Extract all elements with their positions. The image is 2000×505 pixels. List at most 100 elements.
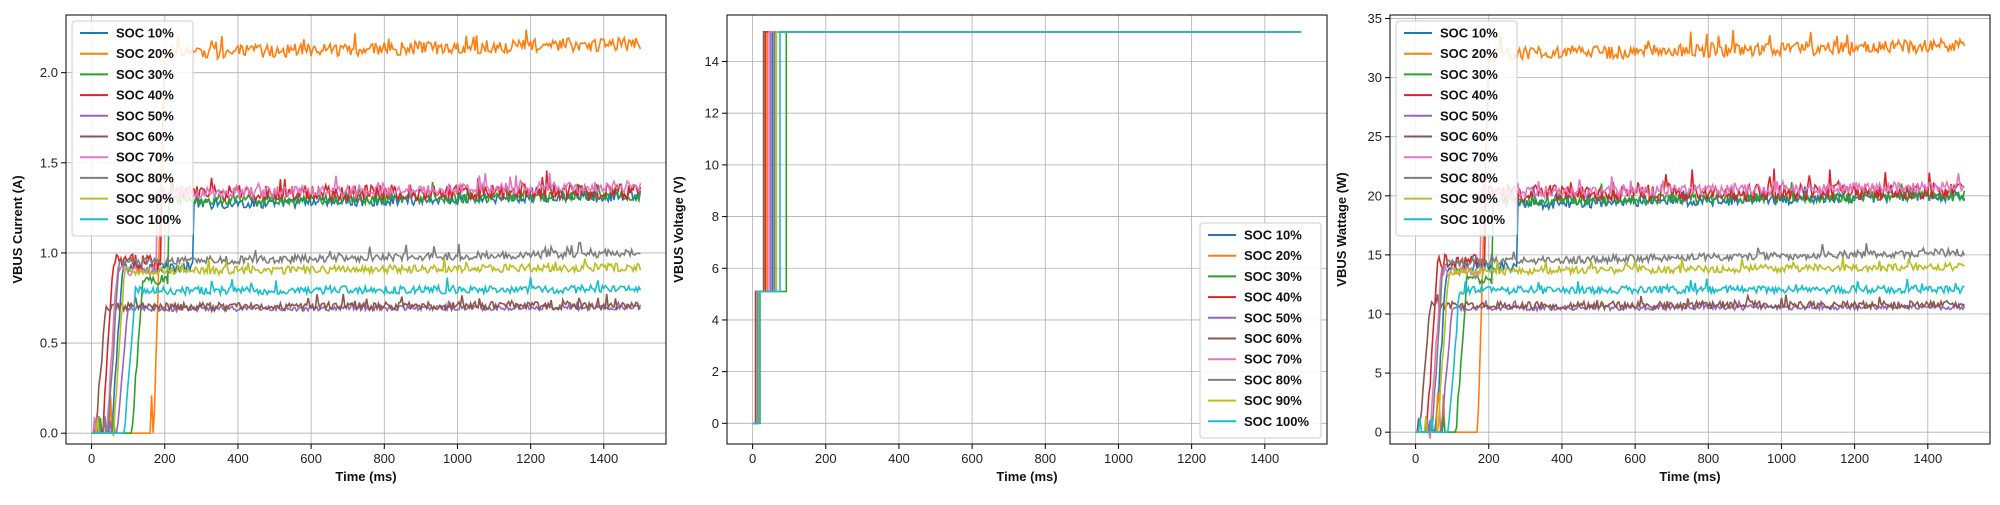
series-line-soc90 xyxy=(1415,257,1965,434)
legend-label: SOC 80% xyxy=(1440,170,1498,185)
y-tick-label: 35 xyxy=(1368,11,1382,26)
x-tick-label: 600 xyxy=(1624,451,1646,466)
legend-label: SOC 70% xyxy=(1440,150,1498,165)
y-tick-label: 10 xyxy=(705,157,719,172)
x-tick-label: 1400 xyxy=(1913,451,1942,466)
series-line-soc100 xyxy=(1415,278,1965,433)
x-tick-label: 400 xyxy=(888,451,910,466)
x-tick-label: 1400 xyxy=(589,451,618,466)
x-tick-label: 400 xyxy=(1551,451,1573,466)
y-tick-label: 1.5 xyxy=(40,155,58,170)
legend: SOC 10% SOC 20% SOC 30% SOC 40% SOC 50% SOC 6… xyxy=(1199,222,1322,439)
series-line-soc60 xyxy=(91,293,641,434)
y-tick-label: 30 xyxy=(1368,70,1382,85)
legend-label: SOC 60% xyxy=(116,129,174,144)
y-tick-label: 0 xyxy=(712,416,719,431)
x-tick-label: 1000 xyxy=(1767,451,1796,466)
x-tick-label: 600 xyxy=(961,451,983,466)
legend-label: SOC 20% xyxy=(1244,248,1302,263)
legend-label: SOC 10% xyxy=(1440,26,1498,41)
legend-label: SOC 30% xyxy=(116,67,174,82)
x-tick-label: 800 xyxy=(373,451,395,466)
x-tick-label: 0 xyxy=(88,451,95,466)
series-line-soc90 xyxy=(91,257,642,438)
y-tick-label: 2.0 xyxy=(40,65,58,80)
voltage-chart: 0 200 400 600 800 1000 1200 1400 0 2 4 6 8 10 12 14 Time… xyxy=(671,14,1328,484)
series-group xyxy=(752,31,1302,425)
x-tick-label: 0 xyxy=(749,451,756,466)
y-tick-label: 0.5 xyxy=(40,336,58,351)
series-line-soc100 xyxy=(91,277,642,434)
y-tick-label: 20 xyxy=(1368,188,1382,203)
y-tick-label: 25 xyxy=(1368,129,1382,144)
legend-label: SOC 100% xyxy=(1244,414,1309,429)
y-tick-label: 5 xyxy=(1375,366,1382,381)
y-tick-label: 10 xyxy=(1368,307,1382,322)
y-tick-label: 4 xyxy=(712,312,719,327)
series-line-soc100 xyxy=(752,31,1302,425)
legend-label: SOC 40% xyxy=(1244,290,1302,305)
legend-label: SOC 50% xyxy=(116,108,174,123)
legend-label: SOC 80% xyxy=(116,170,174,185)
y-tick-label: 14 xyxy=(705,54,719,69)
legend-label: SOC 80% xyxy=(1244,372,1302,387)
x-axis-label: Time (ms) xyxy=(335,469,396,484)
legend-label: SOC 40% xyxy=(1440,88,1498,103)
legend-label: SOC 10% xyxy=(116,26,174,41)
legend-label: SOC 50% xyxy=(1440,108,1498,123)
legend-label: SOC 70% xyxy=(1244,352,1302,367)
x-tick-label: 1000 xyxy=(443,451,472,466)
legend: SOC 10% SOC 20% SOC 30% SOC 40% SOC 50% SOC 6… xyxy=(1395,20,1518,237)
x-tick-label: 200 xyxy=(1478,451,1500,466)
legend-label: SOC 70% xyxy=(116,150,174,165)
legend-label: SOC 40% xyxy=(116,88,174,103)
legend-label: SOC 100% xyxy=(116,212,181,227)
legend-label: SOC 60% xyxy=(1440,129,1498,144)
legend-label: SOC 90% xyxy=(1244,393,1302,408)
legend-label: SOC 30% xyxy=(1244,269,1302,284)
y-axis-label: VBUS Current (A) xyxy=(10,175,25,283)
legend-label: SOC 30% xyxy=(1440,67,1498,82)
legend-label: SOC 100% xyxy=(1440,212,1505,227)
plot-frame xyxy=(1389,14,1991,445)
x-tick-label: 400 xyxy=(227,451,249,466)
x-tick-label: 600 xyxy=(300,451,322,466)
series-line-soc80 xyxy=(1415,243,1966,433)
legend-label: SOC 10% xyxy=(1244,228,1302,243)
x-tick-label: 0 xyxy=(1412,451,1419,466)
y-tick-label: 8 xyxy=(712,209,719,224)
legend-label: SOC 90% xyxy=(116,191,174,206)
x-tick-label: 800 xyxy=(1697,451,1719,466)
y-tick-label: 0.0 xyxy=(40,426,58,441)
series-line-soc50 xyxy=(1415,299,1966,433)
y-axis-label: VBUS Wattage (W) xyxy=(1334,172,1349,286)
series-group xyxy=(91,29,642,438)
plot-frame xyxy=(726,14,1328,445)
legend-label: SOC 50% xyxy=(1244,310,1302,325)
legend: SOC 10% SOC 20% SOC 30% SOC 40% SOC 50% SOC 6… xyxy=(71,20,194,237)
x-tick-label: 200 xyxy=(815,451,837,466)
y-tick-label: 12 xyxy=(705,106,719,121)
plot-frame xyxy=(65,14,667,445)
x-tick-label: 1000 xyxy=(1104,451,1133,466)
y-tick-label: 1.0 xyxy=(40,245,58,260)
legend-label: SOC 20% xyxy=(116,46,174,61)
y-tick-label: 2 xyxy=(712,364,719,379)
legend-label: SOC 20% xyxy=(1440,46,1498,61)
y-tick-label: 15 xyxy=(1368,247,1382,262)
wattage-chart: 0 200 400 600 800 1000 1200 1400 0 5 10 15 20 25 30 35 T… xyxy=(1334,11,1991,484)
current-chart: 0 200 400 600 800 1000 1200 1400 0.0 0.5 1.0 1.5 2.0… xyxy=(10,14,667,484)
series-line-soc80 xyxy=(91,241,641,434)
y-tick-label: 6 xyxy=(712,261,719,276)
legend-label: SOC 60% xyxy=(1244,331,1302,346)
series-line-soc50 xyxy=(91,300,642,434)
x-tick-label: 1400 xyxy=(1250,451,1279,466)
legend-label: SOC 90% xyxy=(1440,191,1498,206)
x-tick-label: 1200 xyxy=(516,451,545,466)
x-tick-label: 1200 xyxy=(1840,451,1869,466)
x-axis-label: Time (ms) xyxy=(1659,469,1720,484)
x-tick-label: 800 xyxy=(1034,451,1056,466)
x-tick-label: 1200 xyxy=(1177,451,1206,466)
